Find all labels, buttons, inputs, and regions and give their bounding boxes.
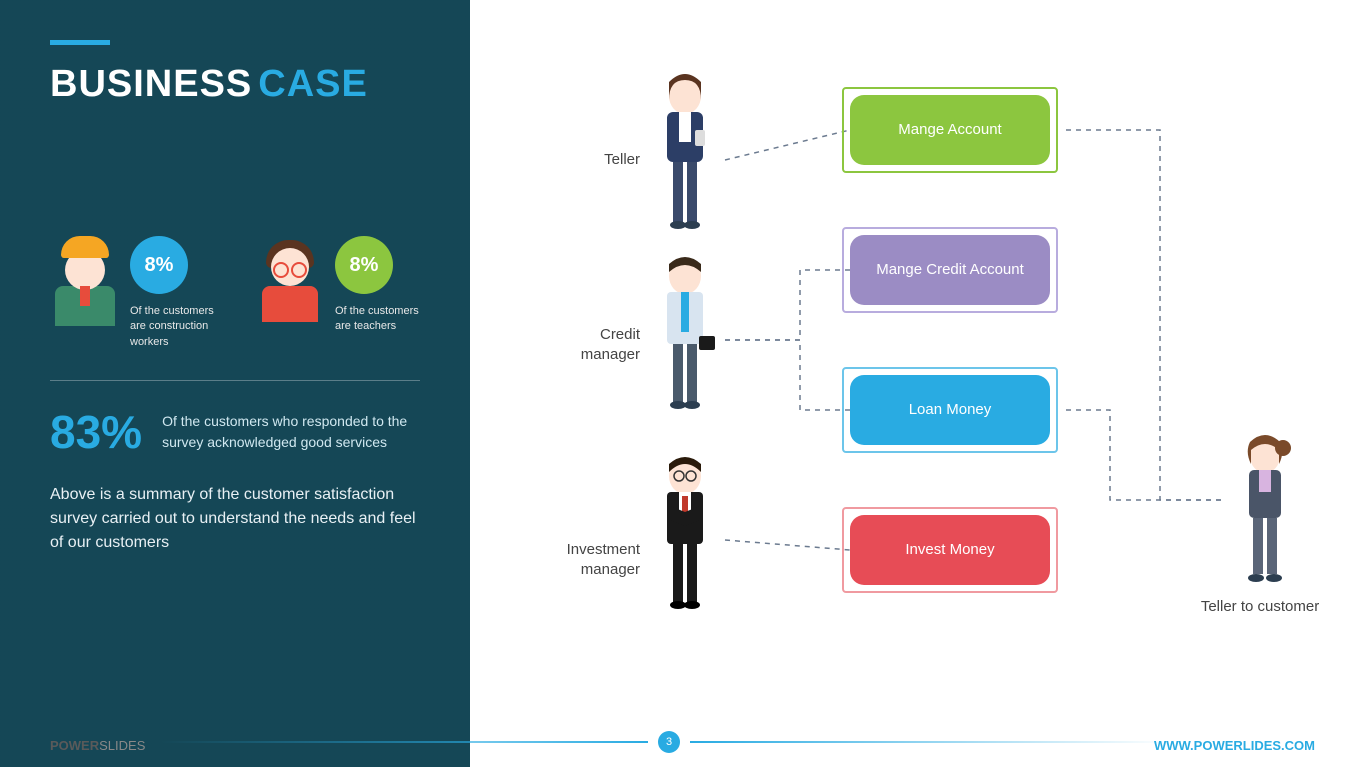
stats-row: 8% Of the customers are construction wor… [50, 236, 420, 350]
summary-text: Above is a summary of the customer satis… [50, 483, 420, 555]
footer-url: WWW.POWERLIDES.COM [1154, 738, 1315, 753]
stat-teacher: 8% Of the customers are teachers [255, 236, 420, 350]
title-word-1: BUSINESS [50, 63, 252, 105]
action-invest-money: Invest Money [850, 515, 1050, 585]
stat-desc-1: Of the customers are construction worker… [130, 304, 215, 350]
stat-construction: 8% Of the customers are construction wor… [50, 236, 215, 350]
role-teller: Teller [540, 150, 640, 170]
customer-person-icon [1225, 430, 1305, 615]
action-loan-money: Loan Money [850, 375, 1050, 445]
page-title: BUSINESSCASE [50, 63, 420, 106]
credit-manager-icon [645, 250, 725, 435]
teller-person-icon [645, 70, 725, 255]
footer-line-left [160, 741, 648, 743]
action-manage-credit: Mange Credit Account [850, 235, 1050, 305]
right-panel: Mange Account Mange Credit Account Loan … [470, 0, 1365, 767]
big-percent: 83% [50, 405, 142, 459]
title-word-2: CASE [258, 63, 368, 105]
big-desc: Of the customers who responded to the su… [162, 405, 420, 453]
role-investment-manager: Investment manager [540, 540, 640, 579]
teacher-icon [255, 236, 325, 326]
stat-circle-2: 8% [335, 236, 393, 294]
big-stat: 83% Of the customers who responded to th… [50, 405, 420, 459]
role-credit-manager: Credit manager [540, 325, 640, 364]
slide: BUSINESSCASE 8% Of the customers are con… [0, 0, 1365, 767]
construction-worker-icon [50, 236, 120, 326]
footer-line-right [690, 741, 1170, 743]
left-panel: BUSINESSCASE 8% Of the customers are con… [0, 0, 470, 767]
stat-desc-2: Of the customers are teachers [335, 304, 420, 335]
accent-bar [50, 40, 110, 45]
investment-manager-icon [645, 450, 725, 635]
brand-label: POWERSLIDES [50, 738, 145, 753]
action-manage-account: Mange Account [850, 95, 1050, 165]
slide-footer: POWERSLIDES 3 WWW.POWERLIDES.COM [0, 738, 1365, 753]
stat-circle-1: 8% [130, 236, 188, 294]
divider [50, 380, 420, 381]
page-number: 3 [658, 731, 680, 753]
